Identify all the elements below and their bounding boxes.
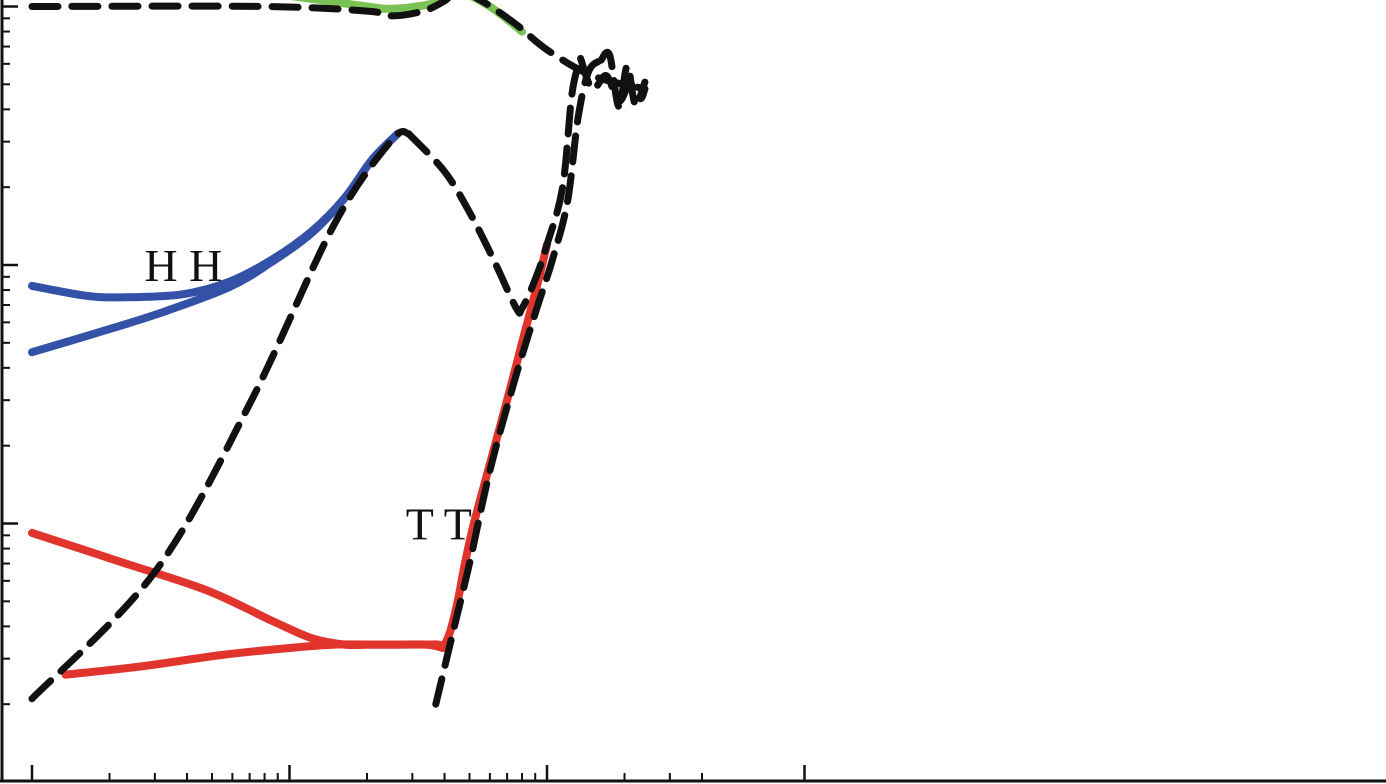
series-layer xyxy=(28,0,649,708)
series-tt-upper xyxy=(28,528,448,652)
series-ref-tail-b xyxy=(597,48,649,111)
series-ref-power xyxy=(28,128,413,703)
series-tt-lower xyxy=(61,640,448,679)
series-hh-lower xyxy=(28,129,402,357)
annotation-hh: H H xyxy=(144,240,222,291)
series-ref-hh-resonance xyxy=(405,54,585,317)
annotation-tt: T T xyxy=(406,499,472,550)
label-layer: H H T T xyxy=(144,240,471,550)
series-ref-top xyxy=(28,0,649,93)
series-ref-tt-rise xyxy=(432,56,605,708)
